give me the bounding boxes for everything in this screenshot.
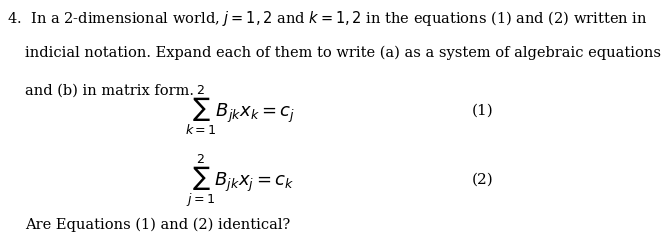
Text: indicial notation. Expand each of them to write (a) as a system of algebraic equ: indicial notation. Expand each of them t…: [25, 46, 661, 60]
Text: $\sum_{j=1}^{2} B_{jk} x_j = c_k$: $\sum_{j=1}^{2} B_{jk} x_j = c_k$: [186, 151, 294, 208]
Text: and (b) in matrix form.: and (b) in matrix form.: [25, 83, 194, 97]
Text: (2): (2): [472, 172, 494, 186]
Text: (1): (1): [472, 103, 494, 117]
Text: Are Equations (1) and (2) identical?: Are Equations (1) and (2) identical?: [25, 217, 290, 231]
Text: $\sum_{k=1}^{2} B_{jk} x_k = c_j$: $\sum_{k=1}^{2} B_{jk} x_k = c_j$: [185, 84, 295, 137]
Text: 4.  In a 2-dimensional world, $j = 1, 2$ and $k = 1, 2$ in the equations (1) and: 4. In a 2-dimensional world, $j = 1, 2$ …: [7, 9, 647, 28]
